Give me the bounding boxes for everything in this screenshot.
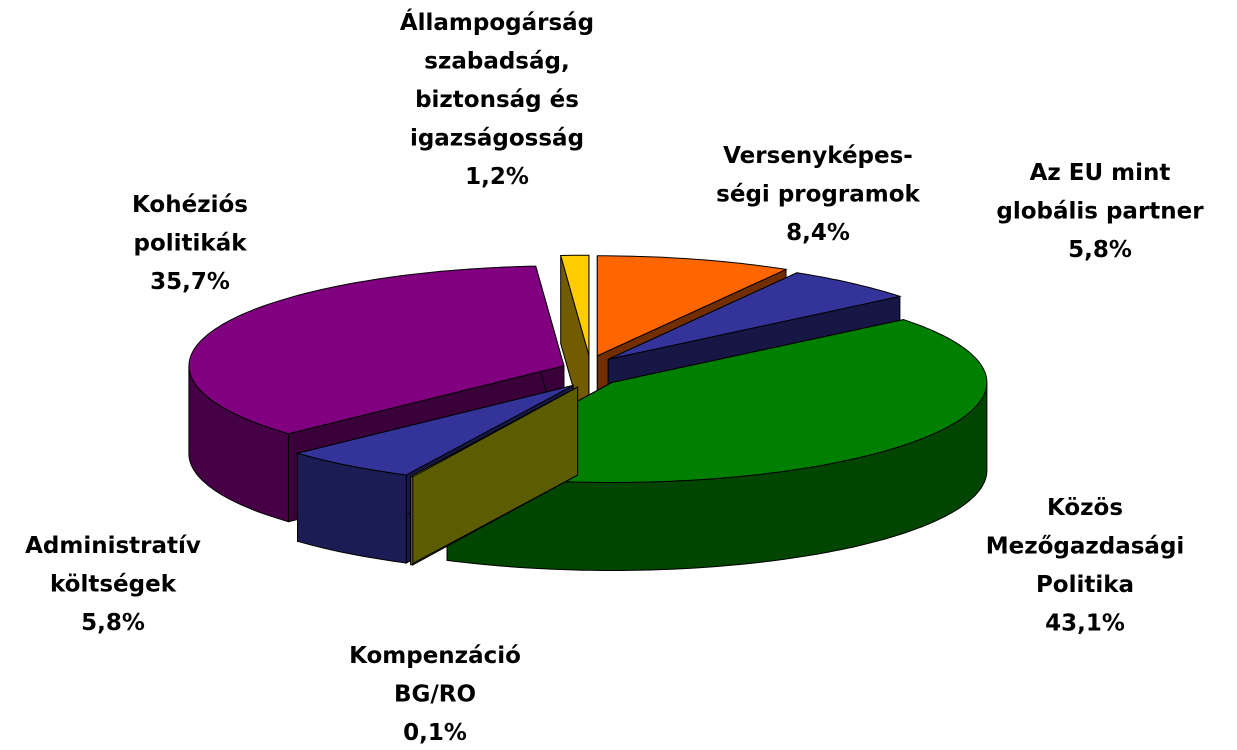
slice xyxy=(445,319,988,483)
value-label: 8,4% xyxy=(786,220,850,246)
slice xyxy=(409,386,578,478)
slice xyxy=(188,265,565,435)
label-line: Administratív xyxy=(25,533,201,559)
slice-label: Administratív költségek 5,8% xyxy=(25,533,201,636)
value-label: 1,2% xyxy=(465,164,529,190)
label-line: költségek xyxy=(50,572,177,598)
label-line: Kohéziós xyxy=(132,192,248,218)
label-line: Közös xyxy=(1047,495,1123,521)
slice-label: Az EU mint globális partner 5,8% xyxy=(996,160,1204,263)
value-label: 5,8% xyxy=(81,610,145,636)
value-label: 43,1% xyxy=(1045,611,1125,637)
value-label: 0,1% xyxy=(403,720,467,746)
label-line: Állampogárság xyxy=(400,8,594,36)
slice-label: Kohéziós politikák 35,7% xyxy=(132,192,248,295)
slice xyxy=(560,254,590,356)
slice xyxy=(295,384,574,476)
label-line: biztonság és xyxy=(415,87,579,113)
label-line: globális partner xyxy=(996,199,1204,225)
label-line: BG/RO xyxy=(394,682,476,708)
slice xyxy=(596,255,788,357)
label-line: Kompenzáció xyxy=(349,643,521,669)
slice-label: Versenyképes-ségi programok 8,4% xyxy=(716,143,920,246)
label-line: igazságosság xyxy=(410,126,584,152)
label-line: ségi programok xyxy=(716,182,920,208)
label-line: Politika xyxy=(1036,572,1134,598)
label-line: Mezőgazdasági xyxy=(986,534,1185,560)
slice xyxy=(607,272,902,360)
slice-label: Közös Mezőgazdasági Politika 43,1% xyxy=(986,495,1185,637)
label-line: szabadság, xyxy=(424,49,569,75)
value-label: 5,8% xyxy=(1068,237,1132,263)
label-line: politikák xyxy=(133,231,247,257)
label-line: Versenyképes- xyxy=(723,143,913,169)
value-label: 35,7% xyxy=(150,269,230,295)
slice-label: Kompenzáció BG/RO 0,1% xyxy=(349,643,521,746)
label-line: Az EU mint xyxy=(1030,160,1171,186)
slice-label: Állampogárság szabadság, biztonság és igazs… xyxy=(400,8,594,190)
slice-wall xyxy=(410,475,414,566)
